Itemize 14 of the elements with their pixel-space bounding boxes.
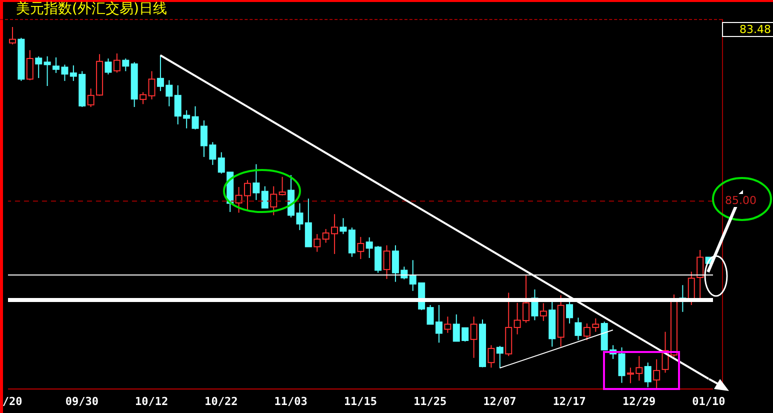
text: 83.48 (722, 22, 773, 37)
x-tick-label: /20 (2, 394, 22, 408)
chart-title: 美元指数(外汇交易)日线 (16, 1, 167, 18)
x-tick-label: 11/03 (274, 394, 308, 408)
x-tick-label: 01/10 (692, 394, 726, 408)
text: 85.00 (724, 194, 758, 207)
x-tick-label: 10/12 (135, 394, 168, 408)
x-tick-label: 12/07 (483, 394, 516, 408)
x-tick-label: 11/15 (344, 394, 378, 408)
x-tick-label: 12/29 (622, 394, 656, 408)
x-tick-label: 09/30 (65, 394, 99, 408)
x-tick-label: 11/25 (414, 394, 447, 408)
x-tick-label: 10/22 (204, 394, 238, 408)
x-tick-label: 12/17 (552, 394, 586, 408)
